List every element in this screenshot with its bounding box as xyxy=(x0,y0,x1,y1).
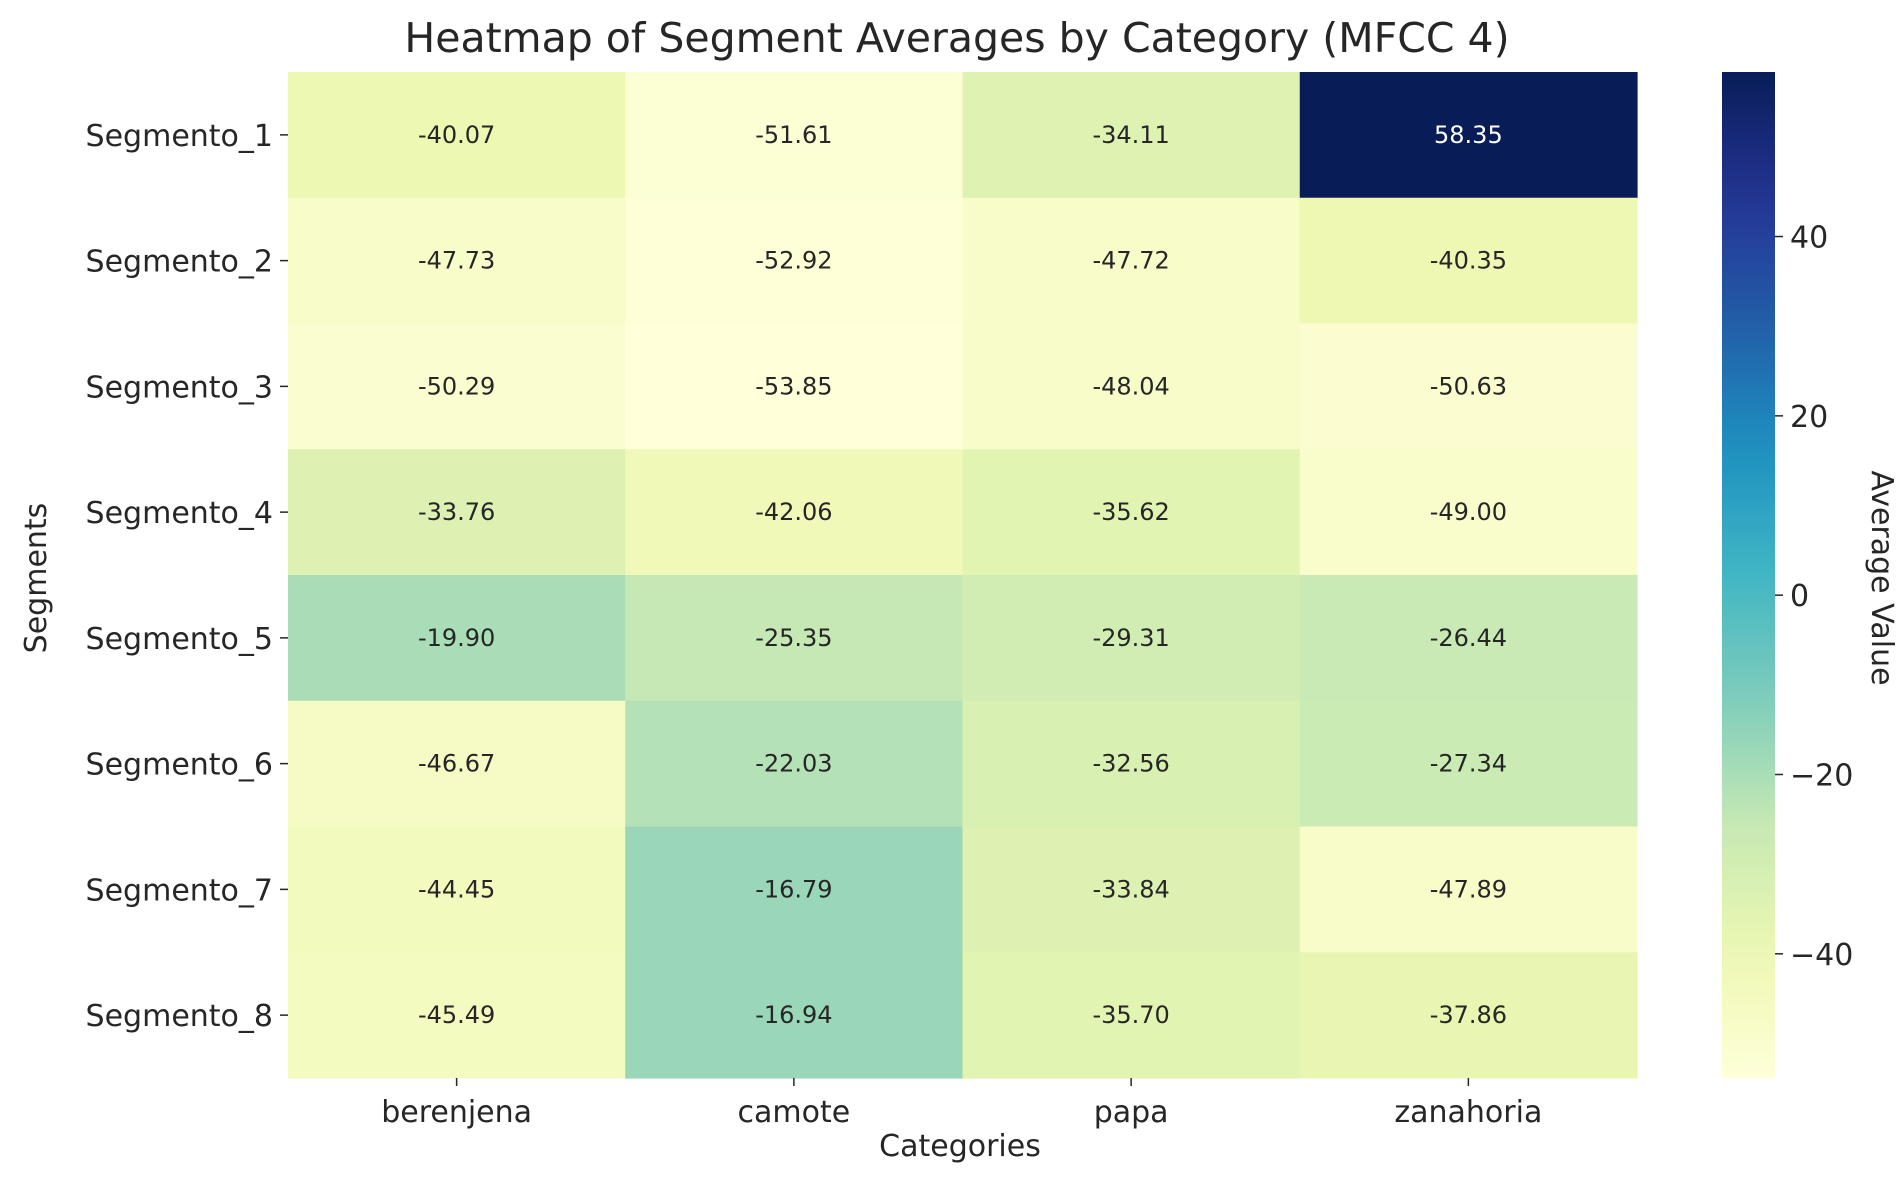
heatmap-cell xyxy=(625,700,964,828)
heatmap-cell xyxy=(962,323,1301,450)
heatmap-cell xyxy=(962,575,1301,702)
cell-value-label: -47.72 xyxy=(1092,247,1169,275)
heatmap-cell xyxy=(288,323,626,450)
heatmap-cell xyxy=(1299,952,1638,1079)
heatmap-cell xyxy=(962,449,1301,576)
x-tick-label: camote xyxy=(738,1095,851,1130)
heatmap-cell xyxy=(288,72,626,199)
cell-value-label: -32.56 xyxy=(1092,750,1169,778)
heatmap-cell xyxy=(962,72,1301,199)
y-tick-label: Segmento_7 xyxy=(86,873,273,908)
cell-value-label: -50.63 xyxy=(1430,372,1507,400)
colorbar-tick-label: −40 xyxy=(1790,938,1853,973)
cell-value-label: -48.04 xyxy=(1092,372,1169,400)
cell-value-label: -40.07 xyxy=(418,121,495,149)
cell-value-label: -16.79 xyxy=(755,875,832,903)
cell-value-label: -52.92 xyxy=(755,247,832,275)
cell-value-label: -45.49 xyxy=(418,1001,495,1029)
cell-value-label: -42.06 xyxy=(755,498,832,526)
heatmap-cell xyxy=(625,826,964,953)
cell-value-label: -19.90 xyxy=(418,624,495,652)
heatmap-cell xyxy=(625,575,964,702)
x-tick-label: papa xyxy=(1094,1095,1169,1130)
cell-value-label: -34.11 xyxy=(1092,121,1169,149)
heatmap-cell xyxy=(288,952,626,1079)
heatmap-cell xyxy=(1299,575,1638,702)
cell-value-label: -29.31 xyxy=(1092,624,1169,652)
heatmap-cell xyxy=(625,197,964,325)
heatmap-cell xyxy=(962,700,1301,828)
cell-value-label: -26.44 xyxy=(1430,624,1507,652)
cell-value-label: -49.00 xyxy=(1430,498,1507,526)
heatmap-cell xyxy=(962,952,1301,1079)
heatmap-cell xyxy=(288,826,626,953)
heatmap-cell xyxy=(288,575,626,702)
colorbar-gradient xyxy=(1722,72,1775,1078)
heatmap-cell xyxy=(1299,700,1638,828)
cell-value-label: -33.76 xyxy=(418,498,495,526)
cell-value-label: -35.70 xyxy=(1092,1001,1169,1029)
cell-value-label: -50.29 xyxy=(418,372,495,400)
y-tick-label: Segmento_4 xyxy=(86,496,273,531)
heatmap-cell xyxy=(1299,449,1638,576)
heatmap-cell xyxy=(625,449,964,576)
y-tick-label: Segmento_5 xyxy=(86,622,273,657)
colorbar-label: Average Value xyxy=(1864,470,1899,685)
colorbar-tick-label: −20 xyxy=(1790,758,1853,793)
heatmap-cell xyxy=(1299,197,1638,325)
x-tick-label: zanahoria xyxy=(1394,1095,1542,1130)
y-tick-label: Segmento_6 xyxy=(86,748,273,783)
heatmap-cell xyxy=(625,323,964,450)
heatmap-cell xyxy=(1299,72,1638,199)
cell-value-label: -47.73 xyxy=(418,247,495,275)
chart-title: Heatmap of Segment Averages by Category … xyxy=(404,14,1509,62)
heatmap-cell xyxy=(625,952,964,1079)
x-axis-ticks: berenjena camote papa zanahoria xyxy=(381,1078,1542,1130)
heatmap-cell xyxy=(962,197,1301,325)
heatmap-cell xyxy=(1299,826,1638,953)
cell-value-label: -35.62 xyxy=(1092,498,1169,526)
y-tick-label: Segmento_3 xyxy=(86,370,273,405)
cell-value-label: -22.03 xyxy=(755,750,832,778)
y-tick-label: Segmento_2 xyxy=(86,245,273,280)
heatmap-cell xyxy=(288,449,626,576)
heatmap-cells xyxy=(288,72,1638,1079)
cell-value-label: -51.61 xyxy=(755,121,832,149)
colorbar-tick-label: 40 xyxy=(1790,221,1828,256)
heatmap-cell xyxy=(625,72,964,199)
x-tick-label: berenjena xyxy=(381,1095,532,1130)
y-tick-label: Segmento_8 xyxy=(86,999,273,1034)
y-axis-label: Segments xyxy=(19,503,54,654)
y-axis-ticks: Segmento_1 Segmento_2 Segmento_3 Segmento_4… xyxy=(86,119,288,1034)
cell-value-label: -25.35 xyxy=(755,624,832,652)
cell-value-label: -16.94 xyxy=(755,1001,832,1029)
cell-value-label: -53.85 xyxy=(755,372,832,400)
heatmap-cell xyxy=(288,700,626,828)
colorbar-tick-label: 0 xyxy=(1790,579,1809,614)
colorbar: −40 −20 0 20 40 xyxy=(1722,72,1853,1078)
colorbar-tick-label: 20 xyxy=(1790,400,1828,435)
heatmap-cell-labels: -40.07 -51.61 -34.11 58.35 -47.73 -52.92 -47.7… xyxy=(418,121,1507,1029)
heatmap-cell xyxy=(1299,323,1638,450)
colorbar-ticks: −40 −20 0 20 40 xyxy=(1775,221,1853,973)
x-axis-label: Categories xyxy=(879,1129,1041,1164)
cell-value-label: -44.45 xyxy=(418,875,495,903)
heatmap-cell xyxy=(288,197,626,325)
cell-value-label: 58.35 xyxy=(1434,121,1503,149)
y-tick-label: Segmento_1 xyxy=(86,119,273,154)
cell-value-label: -46.67 xyxy=(418,750,495,778)
cell-value-label: -27.34 xyxy=(1430,750,1507,778)
heatmap-cell xyxy=(962,826,1301,953)
cell-value-label: -33.84 xyxy=(1092,875,1169,903)
cell-value-label: -40.35 xyxy=(1430,247,1507,275)
cell-value-label: -47.89 xyxy=(1430,875,1507,903)
cell-value-label: -37.86 xyxy=(1430,1001,1507,1029)
